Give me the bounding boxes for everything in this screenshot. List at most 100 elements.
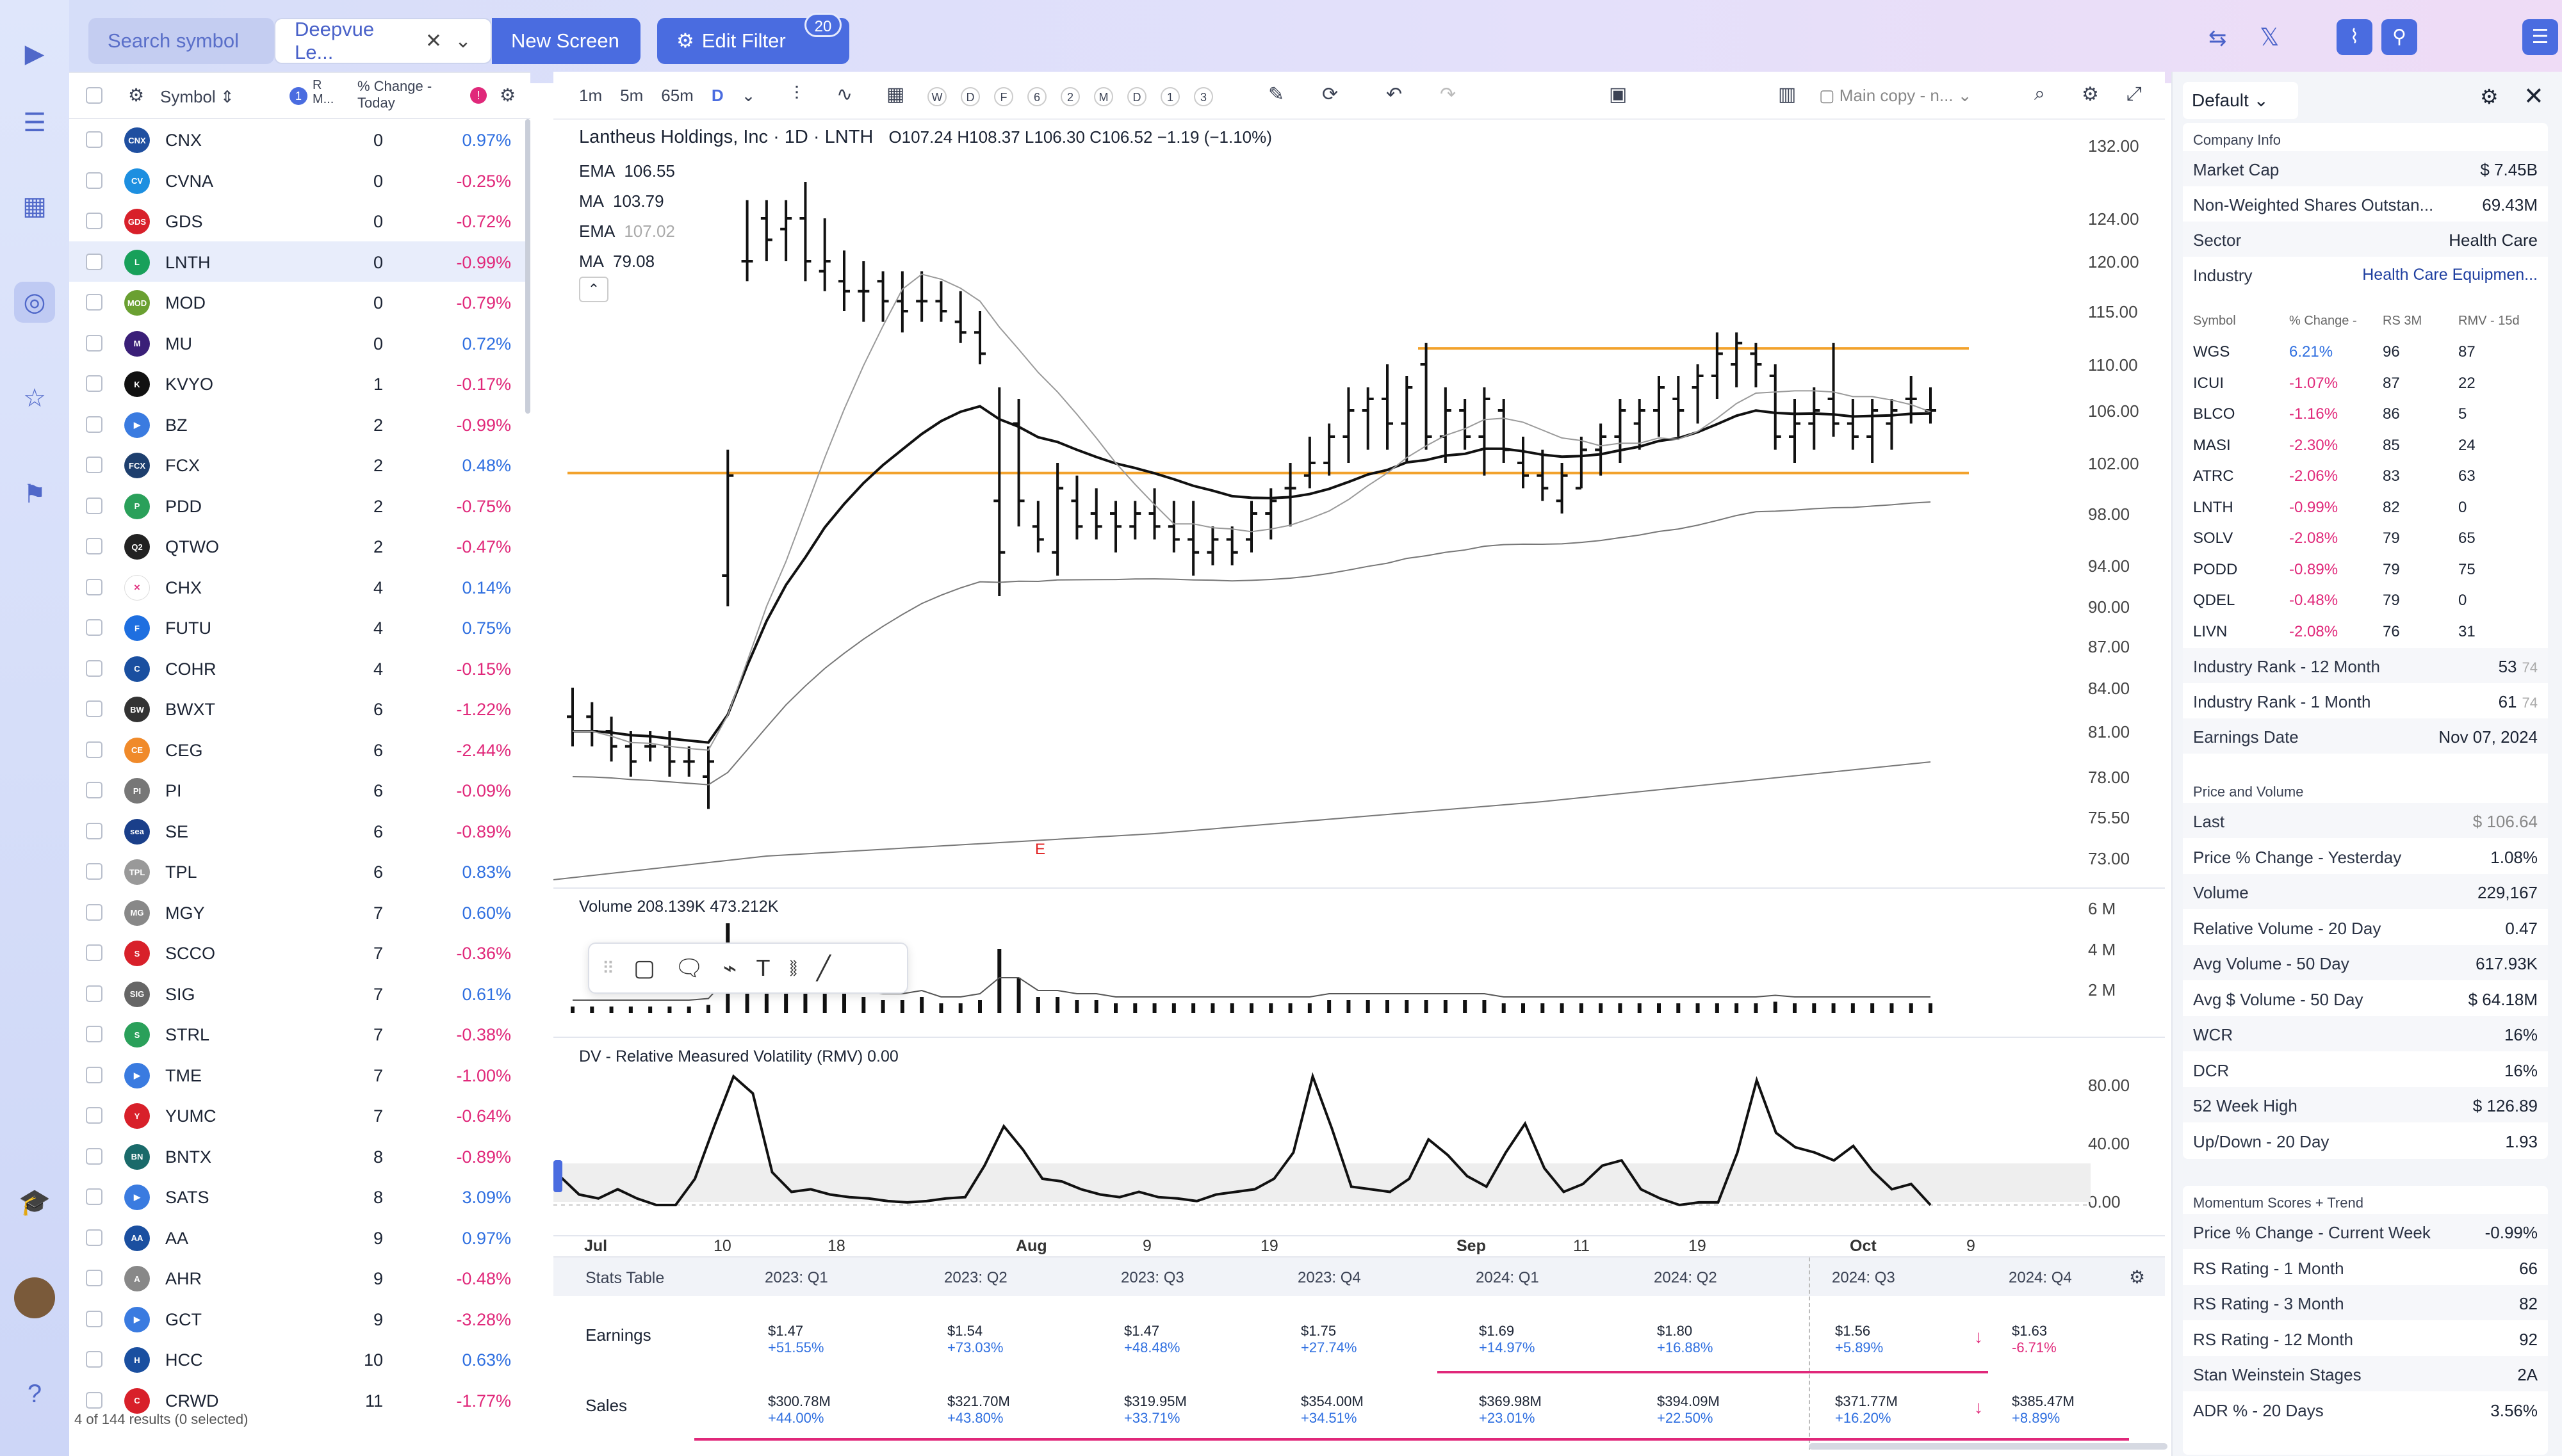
- indicator-row[interactable]: MA 79.08: [579, 247, 675, 277]
- panel-settings-icon[interactable]: ⚙: [2480, 85, 2499, 108]
- row-checkbox[interactable]: [86, 416, 102, 433]
- chevron-down-icon[interactable]: ⌄: [455, 29, 471, 52]
- list-item[interactable]: ▶ GCT 9 -3.28%: [69, 1298, 530, 1339]
- drag-handle-icon[interactable]: ⠿: [602, 958, 615, 978]
- list-item[interactable]: Q2 QTWO 2 -0.47%: [69, 526, 530, 567]
- alerts-icon[interactable]: ⚑: [23, 480, 46, 508]
- row-checkbox[interactable]: [86, 1147, 102, 1165]
- row-checkbox[interactable]: [86, 985, 102, 1002]
- rm-header[interactable]: R M...: [313, 78, 334, 106]
- peer-header[interactable]: RMV - 15d: [2458, 314, 2520, 328]
- row-checkbox[interactable]: [86, 1188, 102, 1205]
- line-tool-icon[interactable]: ╱: [817, 955, 831, 981]
- chart-svg[interactable]: 132.00124.00120.00115.00110.00106.00102.…: [553, 72, 2165, 1256]
- list-item[interactable]: ▶ SATS 8 3.09%: [69, 1176, 530, 1217]
- list-item[interactable]: CE CEG 6 -2.44%: [69, 729, 530, 770]
- row-checkbox[interactable]: [86, 253, 102, 270]
- zoom-icon[interactable]: ⌕: [2034, 83, 2045, 104]
- period-button[interactable]: F: [994, 87, 1013, 106]
- chart-settings-icon[interactable]: ⚙: [2082, 84, 2099, 105]
- row-checkbox[interactable]: [86, 213, 102, 229]
- chart-style-icon[interactable]: ⫶: [794, 83, 799, 104]
- peer-row[interactable]: QDEL -0.48% 79 0: [2183, 585, 2548, 616]
- row-checkbox[interactable]: [86, 1351, 102, 1368]
- layout-select[interactable]: ▢ Main copy - n... ⌄: [1819, 86, 1972, 105]
- list-item[interactable]: PI PI 6 -0.09%: [69, 770, 530, 811]
- list-item[interactable]: ▶ TME 7 -1.00%: [69, 1055, 530, 1096]
- watchlist-star-icon[interactable]: ☆: [23, 384, 46, 412]
- list-item[interactable]: FCX FCX 2 0.48%: [69, 444, 530, 485]
- row-checkbox[interactable]: [86, 822, 102, 839]
- peer-row[interactable]: LNTH -0.99% 82 0: [2183, 492, 2548, 523]
- close-icon[interactable]: ✕: [2524, 83, 2544, 110]
- period-button[interactable]: D: [961, 87, 980, 106]
- row-checkbox[interactable]: [86, 1066, 102, 1083]
- period-button[interactable]: W: [927, 87, 947, 106]
- peer-row[interactable]: PODD -0.89% 79 75: [2183, 554, 2548, 585]
- row-checkbox[interactable]: [86, 1229, 102, 1246]
- list-item[interactable]: TPL TPL 6 0.83%: [69, 851, 530, 892]
- indicator-row[interactable]: MA 103.79: [579, 186, 675, 216]
- preset-select[interactable]: Default ⌄: [2183, 82, 2298, 119]
- row-checkbox[interactable]: [86, 1270, 102, 1286]
- clear-icon[interactable]: ✕: [425, 29, 443, 52]
- peer-row[interactable]: MASI -2.30% 85 24: [2183, 430, 2548, 461]
- row-checkbox[interactable]: [86, 659, 102, 677]
- text-tool-icon[interactable]: T: [756, 955, 771, 981]
- list-item[interactable]: H HCC 10 0.63%: [69, 1339, 530, 1380]
- learn-icon[interactable]: 🎓: [19, 1188, 51, 1217]
- period-button[interactable]: 1: [1161, 87, 1180, 106]
- interval-button[interactable]: 65m: [661, 86, 694, 105]
- callout-tool-icon[interactable]: 🗨: [674, 955, 704, 981]
- list-item[interactable]: S STRL 7 -0.38%: [69, 1014, 530, 1055]
- row-checkbox[interactable]: [86, 457, 102, 473]
- list-item[interactable]: F FUTU 4 0.75%: [69, 607, 530, 648]
- row-checkbox[interactable]: [86, 1107, 102, 1124]
- layout-icon[interactable]: ▥: [1778, 84, 1797, 105]
- list-item[interactable]: ▶ BZ 2 -0.99%: [69, 404, 530, 445]
- row-checkbox[interactable]: [86, 1391, 102, 1409]
- interval-button[interactable]: 5m: [620, 86, 644, 105]
- peer-row[interactable]: BLCO -1.16% 86 5: [2183, 399, 2548, 430]
- fullscreen-icon[interactable]: ⤢: [2126, 83, 2142, 104]
- person-view-icon[interactable]: ⚲: [2381, 19, 2417, 55]
- list-item[interactable]: MG MGY 7 0.60%: [69, 892, 530, 933]
- list-item[interactable]: ✕ CHX 4 0.14%: [69, 567, 530, 608]
- list-item[interactable]: P PDD 2 -0.75%: [69, 485, 530, 526]
- chart-view-icon[interactable]: ⌇: [2337, 19, 2372, 55]
- period-button[interactable]: 6: [1027, 87, 1047, 106]
- list-item[interactable]: sea SE 6 -0.89%: [69, 811, 530, 852]
- menu-icon[interactable]: ☰: [23, 109, 46, 137]
- indicators-icon[interactable]: ∿: [836, 84, 853, 105]
- pencil-icon[interactable]: ✎: [1268, 84, 1285, 105]
- info-value[interactable]: Health Care Equipmen...: [2362, 266, 2538, 284]
- period-button[interactable]: 2: [1061, 87, 1080, 106]
- peer-row[interactable]: SOLV -2.08% 79 65: [2183, 523, 2548, 554]
- row-checkbox[interactable]: [86, 741, 102, 758]
- row-checkbox[interactable]: [86, 538, 102, 554]
- list-item[interactable]: L LNTH 0 -0.99%: [69, 241, 530, 282]
- row-checkbox[interactable]: [86, 294, 102, 311]
- list-item[interactable]: Y YUMC 7 -0.64%: [69, 1095, 530, 1136]
- scrollbar[interactable]: [525, 119, 530, 414]
- list-item[interactable]: SIG SIG 7 0.61%: [69, 973, 530, 1014]
- help-icon[interactable]: ?: [27, 1379, 42, 1408]
- peer-header[interactable]: RS 3M: [2383, 314, 2422, 328]
- search-symbol-button[interactable]: Search symbol: [88, 18, 274, 64]
- peer-header[interactable]: Symbol: [2193, 314, 2236, 328]
- share-icon[interactable]: ⇆: [2208, 26, 2227, 51]
- list-item[interactable]: A AHR 9 -0.48%: [69, 1258, 530, 1298]
- brush-tool-icon[interactable]: ⌁: [722, 955, 737, 981]
- row-checkbox[interactable]: [86, 172, 102, 189]
- row-checkbox[interactable]: [86, 782, 102, 798]
- list-item[interactable]: GDS GDS 0 -0.72%: [69, 200, 530, 241]
- row-checkbox[interactable]: [86, 619, 102, 636]
- settings-icon[interactable]: ⚙: [500, 85, 516, 105]
- info-value[interactable]: Health Care: [2449, 231, 2538, 250]
- indicator-row[interactable]: EMA 106.55: [579, 156, 675, 186]
- pattern-tool-icon[interactable]: ⧚: [789, 954, 798, 981]
- change-header[interactable]: % Change - Today: [357, 78, 432, 111]
- peer-header[interactable]: % Change -: [2289, 314, 2357, 328]
- chevron-down-icon[interactable]: ⌄: [741, 86, 756, 105]
- screener-icon[interactable]: ◎: [14, 282, 55, 323]
